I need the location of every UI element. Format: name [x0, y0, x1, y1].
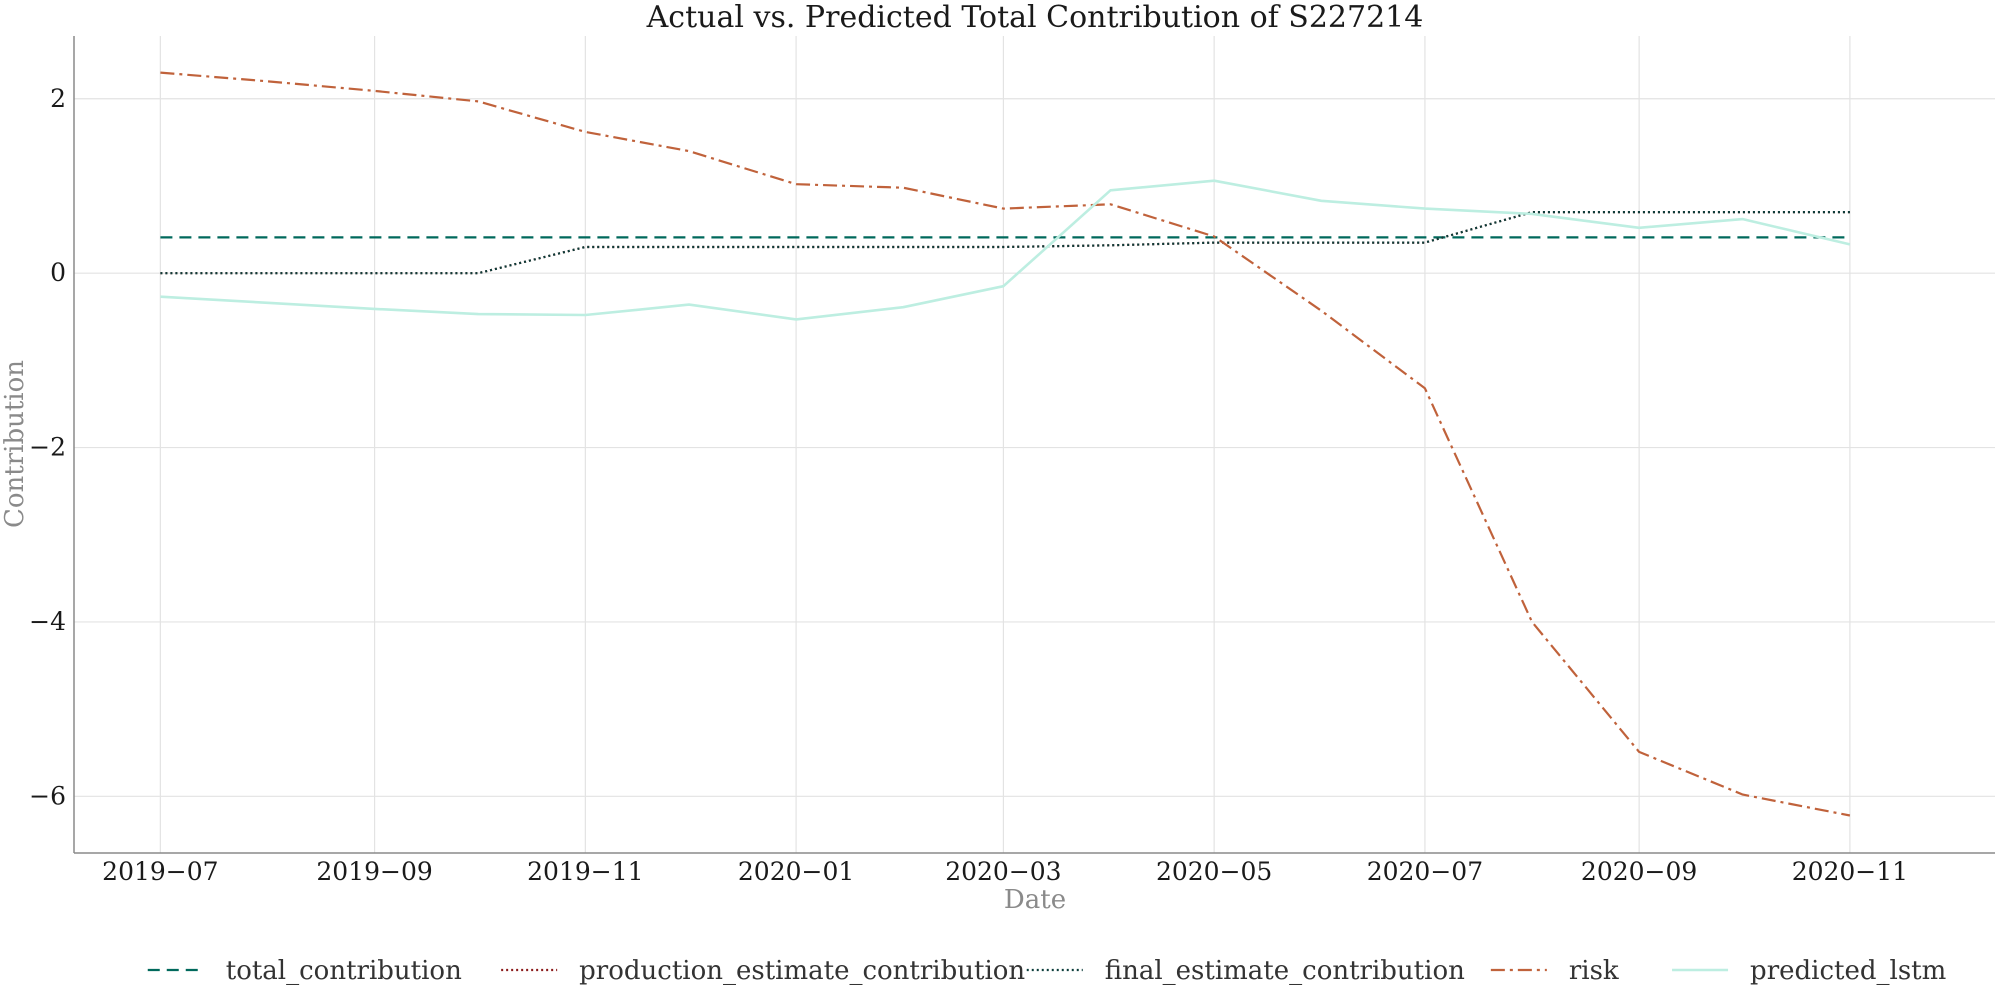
legend-item: total_contribution	[147, 956, 462, 986]
y-tick-label: 0	[50, 258, 66, 287]
y-tick-label: −6	[29, 781, 66, 810]
x-tick-label: 2020−05	[1156, 857, 1272, 886]
x-tick-label: 2020−11	[1792, 857, 1908, 886]
legend-label: risk	[1569, 956, 1619, 986]
legend-item: predicted_lstm	[1672, 956, 1946, 986]
legend-item: risk	[1490, 956, 1619, 986]
x-tick-label: 2020−03	[945, 857, 1061, 886]
series-line-final-estimate-contribution	[160, 211, 1850, 275]
legend-label: total_contribution	[226, 956, 462, 986]
series-lines	[160, 71, 1851, 817]
axes	[73, 36, 1995, 854]
grid-lines	[74, 36, 1995, 853]
legend-label: final_estimate_contribution	[1105, 956, 1465, 986]
legend-label: production_estimate_contribution	[579, 956, 1025, 986]
legend: total_contribution production_estimate_co…	[147, 956, 1946, 986]
x-tick-label: 2019−09	[316, 857, 432, 886]
series-line-predicted-lstm	[160, 179, 1851, 321]
y-axis-label: Contribution	[0, 360, 30, 528]
legend-item: production_estimate_contribution	[501, 956, 1025, 986]
chart-title: Actual vs. Predicted Total Contribution …	[646, 0, 1424, 35]
y-tick-label: −4	[29, 607, 66, 636]
tick-labels: 2019−07 2019−09 2019−11 2020−01 2020−03 2020−…	[29, 84, 1908, 886]
legend-item: final_estimate_contribution	[1026, 956, 1465, 986]
x-axis-label: Date	[1004, 885, 1066, 915]
legend-label: predicted_lstm	[1750, 956, 1946, 986]
y-tick-label: −2	[29, 433, 66, 462]
y-tick-label: 2	[50, 84, 66, 113]
series-line-risk	[160, 71, 1851, 817]
x-tick-label: 2019−07	[102, 857, 218, 886]
x-tick-label: 2019−11	[527, 857, 643, 886]
x-tick-label: 2020−07	[1367, 857, 1483, 886]
x-tick-label: 2020−09	[1581, 857, 1697, 886]
x-tick-label: 2020−01	[738, 857, 854, 886]
